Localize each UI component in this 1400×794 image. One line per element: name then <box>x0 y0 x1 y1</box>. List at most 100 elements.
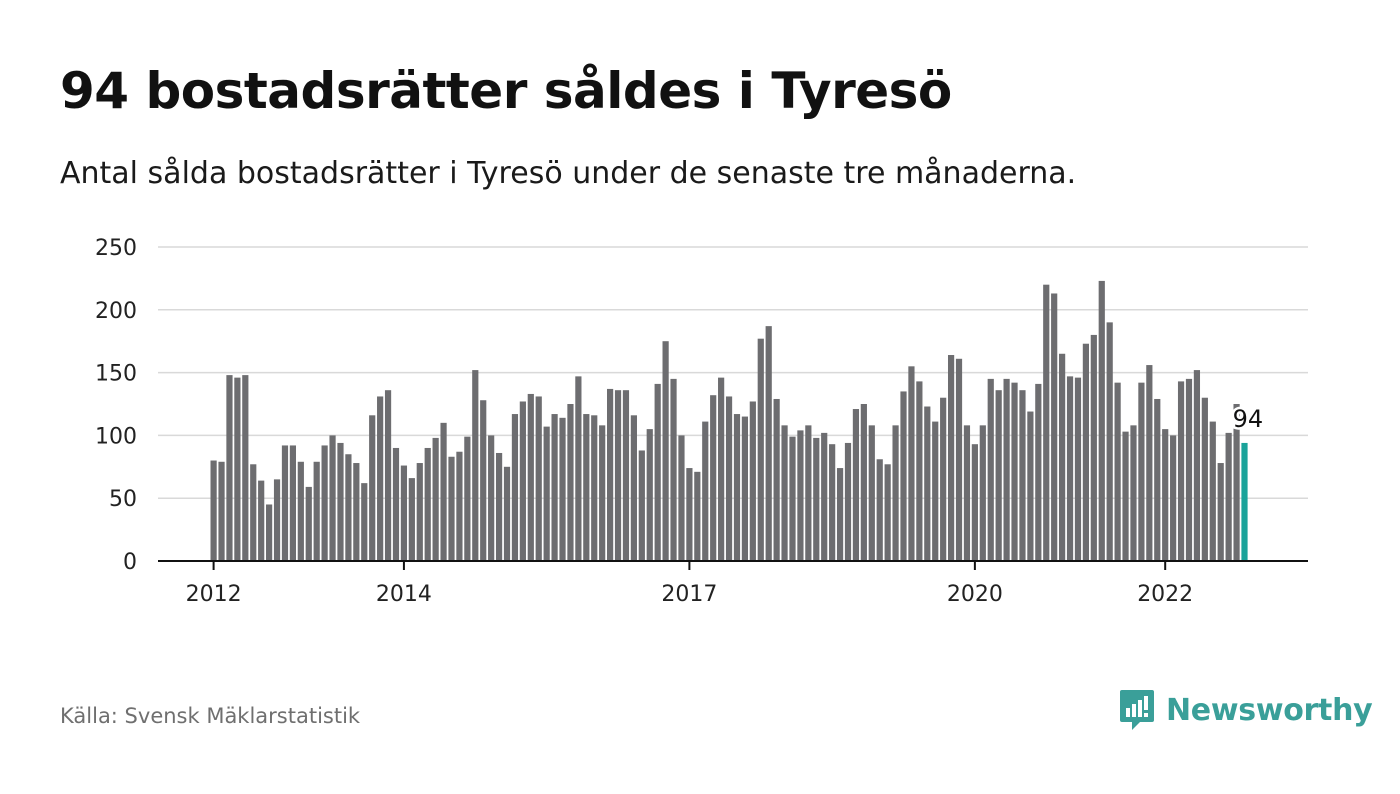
x-tick-label: 2020 <box>947 582 1003 607</box>
bar <box>591 415 598 561</box>
bar <box>1130 425 1137 561</box>
bar <box>1209 421 1216 561</box>
newsworthy-logo-icon <box>1120 690 1154 730</box>
bar <box>210 460 217 561</box>
bar <box>908 366 915 561</box>
x-tick-label: 2017 <box>661 582 717 607</box>
tick-labels: 0 50 100 150 200 250 2012 2014 2017 2020 2022 94 <box>95 236 1266 607</box>
bar <box>971 444 978 561</box>
bar <box>876 459 883 561</box>
bar <box>226 375 233 561</box>
bar <box>313 461 320 561</box>
bar <box>543 426 550 561</box>
bar <box>924 406 931 561</box>
bar <box>384 390 392 561</box>
y-tick-label: 200 <box>95 299 137 324</box>
bar <box>1162 429 1169 561</box>
bar <box>710 395 717 561</box>
bar <box>773 398 780 561</box>
y-tick-label: 150 <box>95 362 137 387</box>
bar <box>1011 382 1018 561</box>
bar <box>654 383 661 561</box>
y-tick-label: 50 <box>109 487 137 512</box>
bar <box>678 435 685 561</box>
highlight-bar <box>1241 442 1248 561</box>
bar <box>1027 411 1034 561</box>
bar <box>947 355 955 561</box>
bar <box>884 464 891 561</box>
bar <box>361 483 368 561</box>
bar <box>987 378 994 561</box>
brand-logo[interactable]: Newsworthy <box>1118 688 1373 732</box>
bar <box>1019 390 1026 561</box>
bar <box>527 393 534 561</box>
bar <box>273 479 281 561</box>
bar <box>614 390 622 561</box>
bar <box>258 480 265 561</box>
bar <box>1106 322 1113 561</box>
bar <box>599 425 606 561</box>
bar <box>733 414 741 561</box>
y-tick-label: 100 <box>95 424 137 449</box>
bar <box>900 391 907 561</box>
bar <box>377 396 384 561</box>
bar <box>480 400 487 561</box>
axes <box>158 560 1308 570</box>
bar <box>622 390 630 561</box>
bar <box>963 425 971 561</box>
bar <box>1066 376 1074 561</box>
bar <box>1051 293 1058 561</box>
bar <box>242 375 249 561</box>
bar <box>448 456 455 561</box>
bar <box>289 445 296 561</box>
bar <box>305 486 312 561</box>
bar <box>1146 365 1153 561</box>
bar <box>955 358 963 561</box>
bar <box>250 464 257 561</box>
bar <box>741 416 749 561</box>
bars <box>210 280 1248 561</box>
bar <box>979 425 986 561</box>
bar <box>749 401 756 561</box>
bar <box>321 445 328 561</box>
bar <box>551 414 558 561</box>
bar <box>416 463 423 561</box>
bar <box>630 415 637 561</box>
bar <box>789 436 796 561</box>
bar <box>1090 334 1097 561</box>
bar <box>234 377 241 561</box>
bar <box>805 425 812 561</box>
chart-title: 94 bostadsrätter såldes i Tyresö <box>60 62 952 120</box>
bar <box>995 390 1002 561</box>
bar <box>464 436 471 561</box>
bar <box>852 409 860 561</box>
y-tick-label: 0 <box>123 550 137 575</box>
bar <box>559 417 566 561</box>
bar <box>337 442 344 561</box>
bar <box>345 454 352 561</box>
x-tick-label: 2014 <box>376 582 432 607</box>
bar <box>472 370 479 561</box>
bar <box>567 404 574 561</box>
bar <box>519 401 526 561</box>
bar <box>1193 370 1201 561</box>
bar <box>662 341 669 561</box>
bar <box>646 429 653 561</box>
bar <box>1225 432 1232 561</box>
bar <box>1177 381 1185 561</box>
bar <box>575 376 582 561</box>
bar <box>1217 463 1224 561</box>
bar <box>297 461 304 561</box>
bar <box>670 378 677 561</box>
bar <box>694 471 701 561</box>
bar <box>218 461 225 561</box>
bar <box>686 468 693 561</box>
bar <box>1233 404 1240 561</box>
bar <box>1122 431 1129 561</box>
bar <box>535 396 542 561</box>
bar <box>432 437 439 561</box>
bar <box>1154 398 1161 561</box>
x-tick-label: 2012 <box>186 582 242 607</box>
bar <box>916 381 923 561</box>
source-note: Källa: Svensk Mäklarstatistik <box>60 704 361 728</box>
